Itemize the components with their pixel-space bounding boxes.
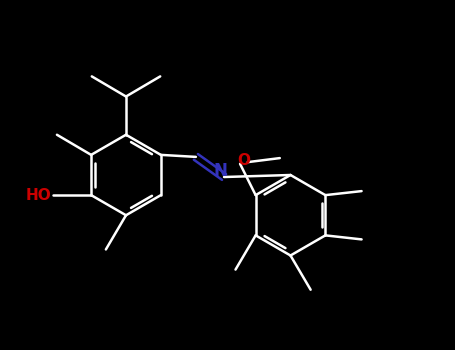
Text: N: N [213, 162, 228, 180]
Text: O: O [237, 153, 250, 168]
Text: HO: HO [25, 188, 51, 203]
